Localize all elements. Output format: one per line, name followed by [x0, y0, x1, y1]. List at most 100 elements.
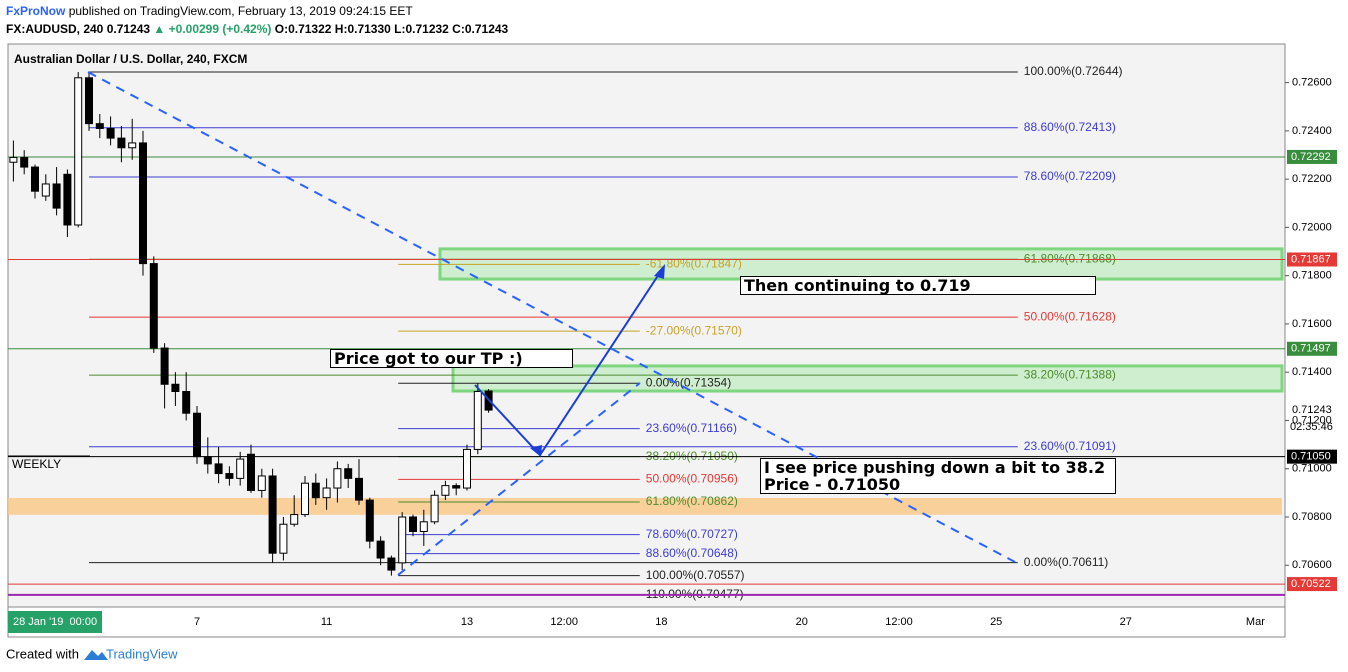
fib-label: -27.00%(0.71570): [646, 323, 742, 337]
candle-body: [365, 499, 374, 542]
price-badge-label: 0.72292: [1291, 151, 1331, 163]
fib-label: 23.60%(0.71091): [1024, 439, 1116, 453]
y-tick-label: 0.71400: [1292, 366, 1332, 378]
candle-body: [322, 487, 331, 499]
candle-body: [63, 173, 72, 226]
candle-body: [290, 514, 299, 525]
fib-label: 23.60%(0.71166): [646, 421, 737, 435]
price-badge: [1287, 149, 1337, 164]
candle-body: [473, 391, 482, 450]
symbol: FX:AUDUSD, 240 0.71243: [6, 22, 151, 36]
candle-body: [463, 448, 471, 489]
time-badge: 28 Jan '19 00:00: [13, 616, 97, 628]
y-tick-label: 0.71200: [1292, 414, 1332, 426]
y-tick-label: 0.72600: [1292, 77, 1332, 89]
candle-body: [387, 557, 396, 571]
fib-label: 38.20%(0.71050): [646, 449, 738, 463]
y-tick-label: 0.72000: [1292, 221, 1332, 233]
candle-body: [311, 482, 320, 499]
x-axis-area: [7, 606, 1286, 638]
trend-line: [397, 382, 641, 576]
fib-label: 50.00%(0.71628): [1024, 309, 1116, 323]
x-tick-label: 20: [796, 616, 808, 628]
x-tick-label: 25: [990, 616, 1002, 628]
candle-body: [301, 482, 309, 516]
annotation-box: I see price pushing down a bit to 38.2 P…: [760, 458, 1116, 494]
candle-body: [193, 412, 201, 458]
x-tick-label: 27: [1120, 616, 1132, 628]
candle-body: [398, 516, 407, 564]
candle-body: [203, 456, 212, 465]
countdown: 02:35:46: [1290, 421, 1333, 433]
candle-body: [85, 77, 93, 125]
time-badge-bg: [8, 611, 102, 633]
annotation-box: Then continuing to 0.719: [740, 276, 1096, 295]
price-badge-label: 0.71867: [1291, 253, 1331, 265]
price-badge-label: 0.70522: [1291, 578, 1331, 590]
header-line: FxProNow published on TradingView.com, F…: [6, 4, 413, 18]
price-badge: [1287, 341, 1337, 356]
candle-body: [409, 516, 417, 532]
published: published on TradingView.com, February 1…: [68, 4, 413, 18]
x-tick-label: 7: [194, 616, 200, 628]
last-price: 0.71243: [1292, 404, 1332, 416]
brand-logo: [84, 650, 108, 660]
candle-body: [106, 127, 115, 139]
candle-body: [225, 473, 234, 479]
candle-body: [160, 347, 169, 385]
weekly-label: WEEKLY: [12, 457, 61, 471]
x-tick-label: 12:00: [550, 616, 578, 628]
annotation-box: Price got to our TP :): [330, 349, 573, 368]
candle-body: [9, 156, 18, 163]
candle-body: [139, 142, 147, 265]
candle-body: [117, 137, 126, 149]
candle-body: [257, 475, 266, 491]
y-tick-label: 0.70600: [1292, 559, 1332, 571]
candle-body: [452, 485, 461, 489]
candle-body: [95, 123, 104, 129]
y-tick-label: 0.70800: [1292, 511, 1332, 523]
x-tick-label: 11: [321, 616, 332, 628]
y-tick-label: 0.72400: [1292, 125, 1332, 137]
candle-body: [31, 166, 39, 192]
fib-label: 0.00%(0.71354): [646, 375, 731, 389]
candle-body: [268, 475, 277, 554]
candle-body: [355, 477, 363, 501]
candle-body: [419, 521, 428, 532]
x-tick-label: Mar: [1246, 616, 1265, 628]
fib-label: 78.60%(0.70727): [646, 527, 738, 541]
candle-body: [236, 458, 245, 479]
price-badge-label: 0.71497: [1291, 343, 1331, 355]
fib-label: 100.00%(0.72644): [1024, 64, 1123, 78]
candle-body: [441, 485, 450, 496]
candle-body: [128, 142, 137, 149]
candle-body: [214, 463, 223, 475]
candle-body: [279, 523, 288, 554]
candle-body: [171, 383, 180, 393]
x-tick-label: 12:00: [885, 616, 913, 628]
candle-body: [333, 468, 342, 489]
fib-label: -61.80%(0.71847): [646, 256, 742, 270]
candle-body: [20, 156, 29, 168]
price-badge: [1287, 449, 1337, 464]
change: ▲ +0.00299 (+0.42%): [153, 22, 272, 36]
chart-title: Australian Dollar / U.S. Dollar, 240, FX…: [14, 52, 247, 66]
candle-body: [430, 494, 439, 523]
author: FxProNow: [6, 4, 66, 18]
candle-body: [41, 183, 50, 197]
candle-body: [149, 263, 158, 349]
y-tick-label: 0.72200: [1292, 173, 1332, 185]
ohlc: O:0.71322 H:0.71330 L:0.71232 C:0.71243: [274, 22, 509, 36]
footer-created: Created with: [6, 646, 79, 661]
fib-label: 0.00%(0.70611): [1024, 555, 1109, 569]
candle-body: [182, 391, 191, 414]
x-tick-label: 18: [655, 616, 667, 628]
arrow-head: [530, 445, 542, 457]
symbol-line: FX:AUDUSD, 240 0.71243 ▲ +0.00299 (+0.42…: [6, 22, 508, 36]
fib-label: 61.80%(0.70862): [646, 494, 738, 508]
arrow-head: [654, 264, 665, 279]
x-tick-label: 13: [461, 616, 473, 628]
y-tick-label: 0.71000: [1292, 463, 1332, 475]
